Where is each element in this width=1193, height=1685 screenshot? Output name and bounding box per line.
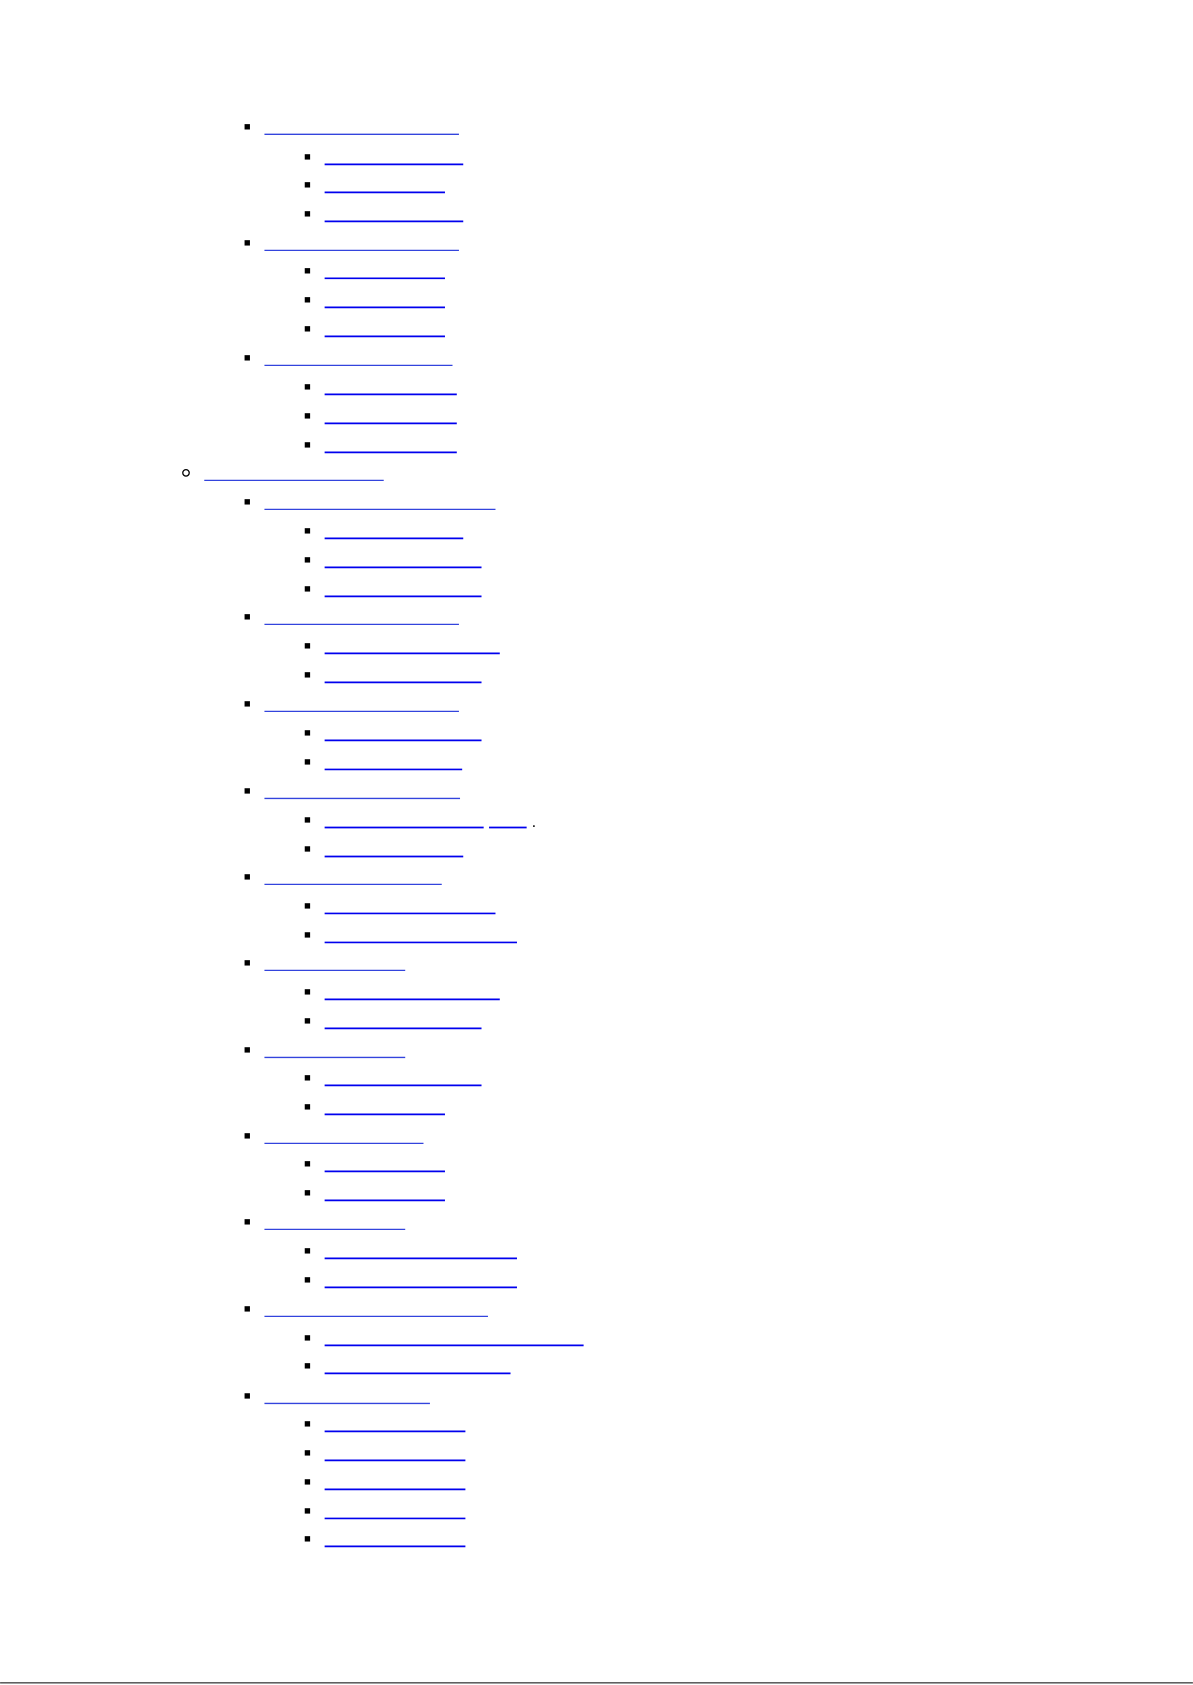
list-bullet <box>304 1508 311 1514</box>
list-bullet <box>304 932 311 938</box>
list-bullet <box>304 326 311 332</box>
list-bullet <box>304 1450 311 1456</box>
list-bullet <box>304 1190 311 1196</box>
list-bullet <box>304 1335 311 1341</box>
list-bullet <box>244 1219 250 1225</box>
list-bullet <box>244 1047 250 1053</box>
list-bullet <box>244 499 250 505</box>
list-bullet <box>244 788 250 794</box>
list-bullet <box>244 355 250 361</box>
list-bullet <box>304 413 311 419</box>
list-bullet <box>244 1306 250 1312</box>
list-bullet <box>304 1018 311 1024</box>
list-bullet <box>304 1479 311 1485</box>
list-bullet <box>244 124 250 130</box>
list-bullet <box>304 1161 311 1167</box>
list-bullet <box>244 701 250 707</box>
list-bullet <box>304 528 311 534</box>
list-bullet <box>304 268 311 274</box>
list-bullet <box>304 846 311 852</box>
list-bullet <box>304 1104 311 1110</box>
list-bullet <box>304 557 311 563</box>
list-bullet <box>244 1393 250 1399</box>
list-bullet <box>304 672 311 678</box>
list-bullet <box>244 1133 250 1139</box>
list-bullet <box>304 384 311 390</box>
list-bullet <box>182 468 190 477</box>
list-bullet <box>304 817 311 823</box>
list-bullet <box>304 1248 311 1254</box>
list-bullet <box>304 1075 311 1081</box>
list-bullet <box>304 442 311 448</box>
list-bullet <box>304 730 311 736</box>
list-bullet <box>304 903 311 909</box>
period <box>533 825 535 827</box>
list-bullet <box>304 989 311 995</box>
list-bullet <box>304 297 311 303</box>
list-bullet <box>304 1363 311 1369</box>
list-bullet <box>244 614 250 620</box>
list-bullet <box>304 211 311 217</box>
list-bullet <box>304 154 311 160</box>
list-bullet <box>244 240 250 246</box>
list-bullet <box>244 874 250 880</box>
list-bullet <box>304 1421 311 1427</box>
list-bullet <box>304 643 311 649</box>
list-bullet <box>304 759 311 765</box>
list-bullet <box>244 960 250 966</box>
list-bullet <box>304 586 311 592</box>
list-bullet <box>304 182 311 188</box>
list-bullet <box>304 1536 311 1542</box>
list-bullet <box>304 1277 311 1283</box>
